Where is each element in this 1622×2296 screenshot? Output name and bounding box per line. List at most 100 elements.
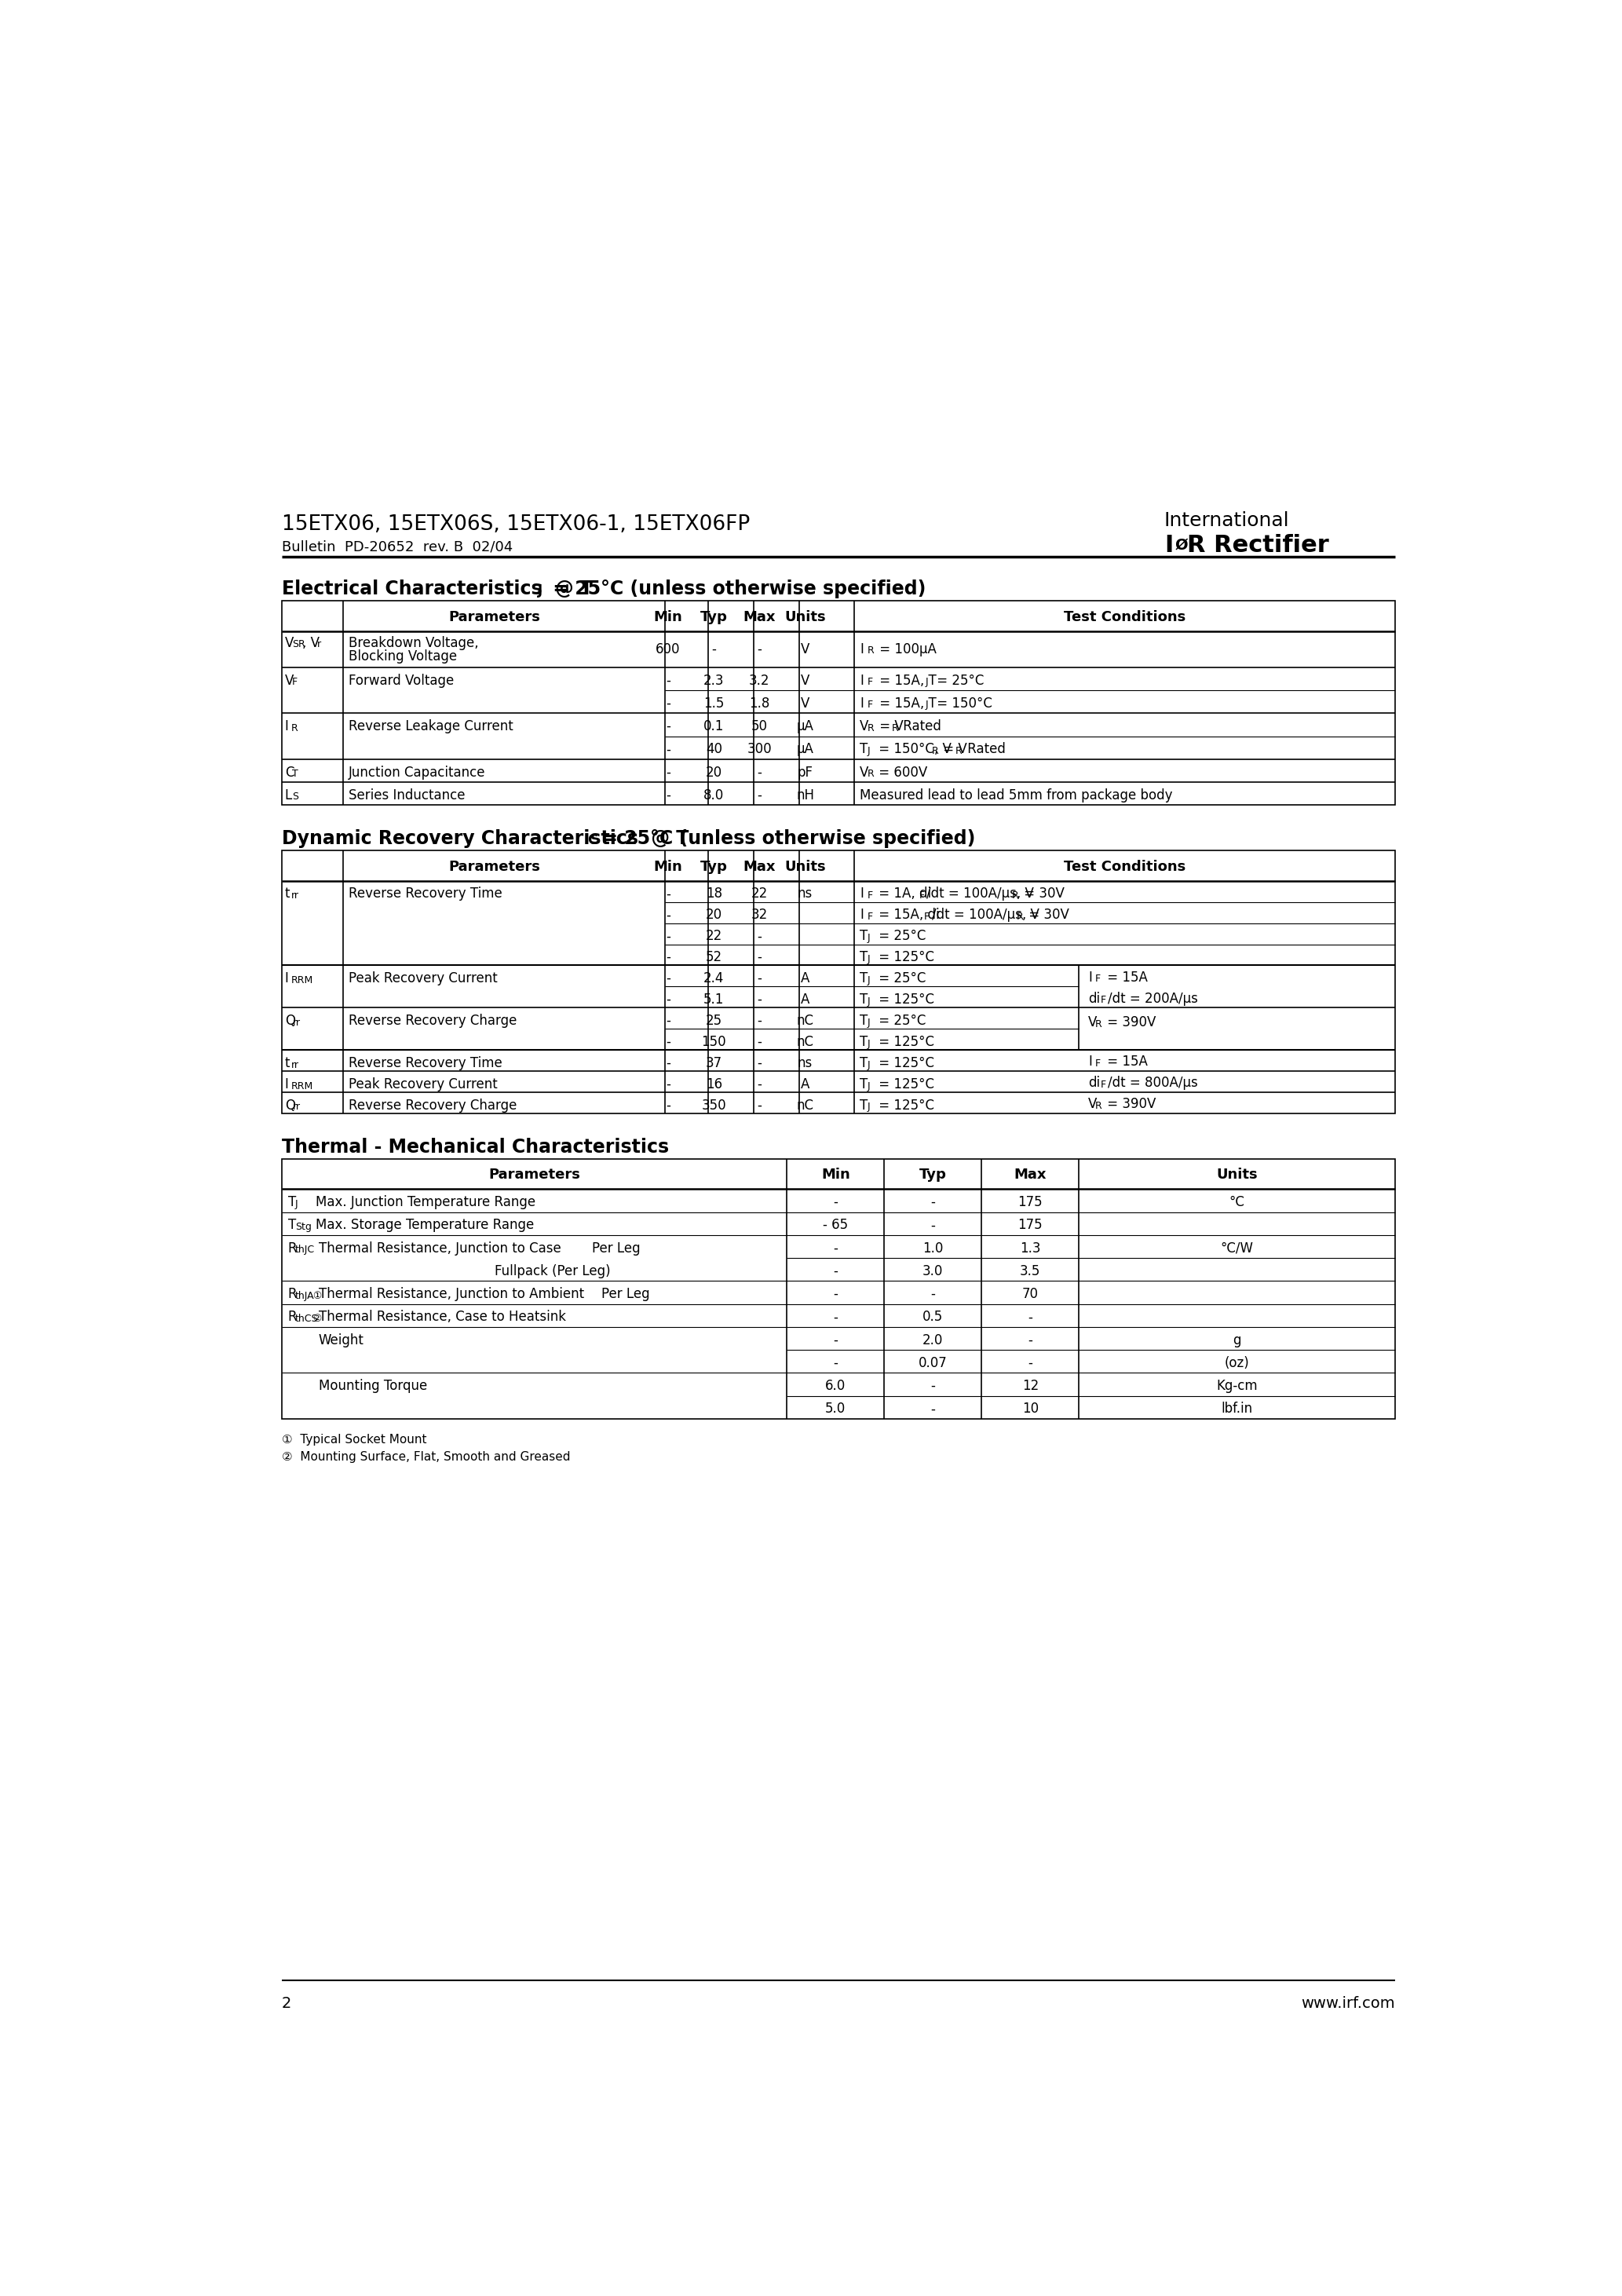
Text: -: - <box>667 971 670 985</box>
Text: °C: °C <box>1229 1196 1246 1210</box>
Text: -: - <box>667 992 670 1006</box>
Text: 22: 22 <box>706 930 722 944</box>
Text: nC: nC <box>796 1015 814 1029</box>
Text: -: - <box>667 719 670 732</box>
Text: RRM: RRM <box>290 976 313 985</box>
Text: Per Leg: Per Leg <box>592 1242 641 1256</box>
Text: 70: 70 <box>1022 1288 1038 1302</box>
Text: 16: 16 <box>706 1077 722 1091</box>
Text: = 25°C (unless otherwise specified): = 25°C (unless otherwise specified) <box>547 579 926 599</box>
Text: J: J <box>868 996 869 1006</box>
Text: R: R <box>1017 912 1023 921</box>
Text: R: R <box>289 1311 297 1325</box>
Text: I: I <box>860 696 863 709</box>
Text: 20: 20 <box>706 907 722 923</box>
Text: -: - <box>757 1077 762 1091</box>
Text: μA: μA <box>796 742 814 755</box>
Text: = 15A: = 15A <box>1103 971 1148 985</box>
Text: -: - <box>931 1403 936 1417</box>
Text: J: J <box>295 1199 298 1210</box>
Text: F: F <box>1100 994 1106 1006</box>
Text: T: T <box>860 951 868 964</box>
Text: - 65: - 65 <box>822 1219 848 1233</box>
Text: R: R <box>1095 1019 1103 1029</box>
Text: = 25°C (unless otherwise specified): = 25°C (unless otherwise specified) <box>595 829 975 847</box>
Text: 0.07: 0.07 <box>918 1357 947 1371</box>
Text: A: A <box>801 1077 809 1091</box>
Text: rr: rr <box>290 1061 298 1070</box>
Text: Max. Storage Temperature Range: Max. Storage Temperature Range <box>315 1219 534 1233</box>
Text: -: - <box>834 1196 839 1210</box>
Text: Breakdown Voltage,: Breakdown Voltage, <box>349 636 478 650</box>
Text: = 25°C: = 25°C <box>933 673 985 687</box>
Text: Mounting Torque: Mounting Torque <box>318 1380 427 1394</box>
Text: C: C <box>285 765 294 778</box>
Text: di: di <box>1088 1077 1100 1091</box>
Text: Forward Voltage: Forward Voltage <box>349 673 454 687</box>
Text: Per Leg: Per Leg <box>602 1288 650 1302</box>
Text: 175: 175 <box>1019 1196 1043 1210</box>
Text: Units: Units <box>1216 1169 1257 1182</box>
Text: g: g <box>1233 1334 1241 1348</box>
Text: T: T <box>292 769 298 778</box>
Text: = 1A, di: = 1A, di <box>874 886 931 900</box>
Text: = 15A, T: = 15A, T <box>876 696 936 709</box>
Text: RRM: RRM <box>290 1081 313 1091</box>
Text: 350: 350 <box>701 1097 727 1114</box>
Text: -: - <box>667 1015 670 1029</box>
Text: F: F <box>868 912 873 921</box>
Text: Q: Q <box>285 1015 295 1029</box>
Text: lbf.in: lbf.in <box>1221 1403 1252 1417</box>
Text: Typ: Typ <box>920 1169 947 1182</box>
Text: = 125°C: = 125°C <box>874 951 934 964</box>
Text: = 25°C: = 25°C <box>874 1015 926 1029</box>
Text: I: I <box>1165 533 1173 556</box>
Text: R: R <box>868 723 874 732</box>
Text: T: T <box>860 1056 868 1070</box>
Text: -: - <box>757 643 762 657</box>
Text: = 25°C: = 25°C <box>874 971 926 985</box>
Text: -: - <box>834 1357 839 1371</box>
Bar <box>282 1159 1395 1419</box>
Text: F: F <box>925 912 929 921</box>
Text: thJC: thJC <box>295 1244 315 1256</box>
Text: A: A <box>801 992 809 1006</box>
Text: F: F <box>868 700 873 709</box>
Text: = 125°C: = 125°C <box>874 1097 934 1114</box>
Text: -: - <box>667 1077 670 1091</box>
Text: 3.2: 3.2 <box>749 673 770 687</box>
Bar <box>282 602 1395 806</box>
Text: -: - <box>1028 1311 1033 1325</box>
Text: 175: 175 <box>1019 1219 1043 1233</box>
Text: = 600V: = 600V <box>874 765 928 778</box>
Text: J: J <box>868 1017 869 1029</box>
Text: L: L <box>285 788 292 801</box>
Text: = 15A: = 15A <box>1103 1054 1148 1070</box>
Text: 18: 18 <box>706 886 722 900</box>
Text: -: - <box>757 765 762 778</box>
Text: J: J <box>926 677 928 687</box>
Text: J: J <box>868 976 869 985</box>
Text: Weight: Weight <box>318 1334 363 1348</box>
Text: 1.5: 1.5 <box>704 696 723 709</box>
Text: Junction Capacitance: Junction Capacitance <box>349 765 485 778</box>
Text: I: I <box>860 907 863 923</box>
Text: Units: Units <box>785 859 826 875</box>
Text: 0.5: 0.5 <box>923 1311 942 1325</box>
Text: -: - <box>757 1056 762 1070</box>
Text: Thermal Resistance, Junction to Case: Thermal Resistance, Junction to Case <box>318 1242 561 1256</box>
Text: Rated: Rated <box>963 742 1006 755</box>
Text: Parameters: Parameters <box>449 859 540 875</box>
Text: -: - <box>1028 1334 1033 1348</box>
Text: T: T <box>860 930 868 944</box>
Text: Typ: Typ <box>701 859 728 875</box>
Text: ns: ns <box>798 886 813 900</box>
Text: -: - <box>834 1265 839 1279</box>
Text: R: R <box>289 1288 297 1302</box>
Text: -: - <box>667 765 670 778</box>
Text: nC: nC <box>796 1035 814 1049</box>
Text: I: I <box>285 719 289 732</box>
Text: ②: ② <box>313 1313 321 1325</box>
Text: 25: 25 <box>706 1015 722 1029</box>
Text: Max: Max <box>1014 1169 1046 1182</box>
